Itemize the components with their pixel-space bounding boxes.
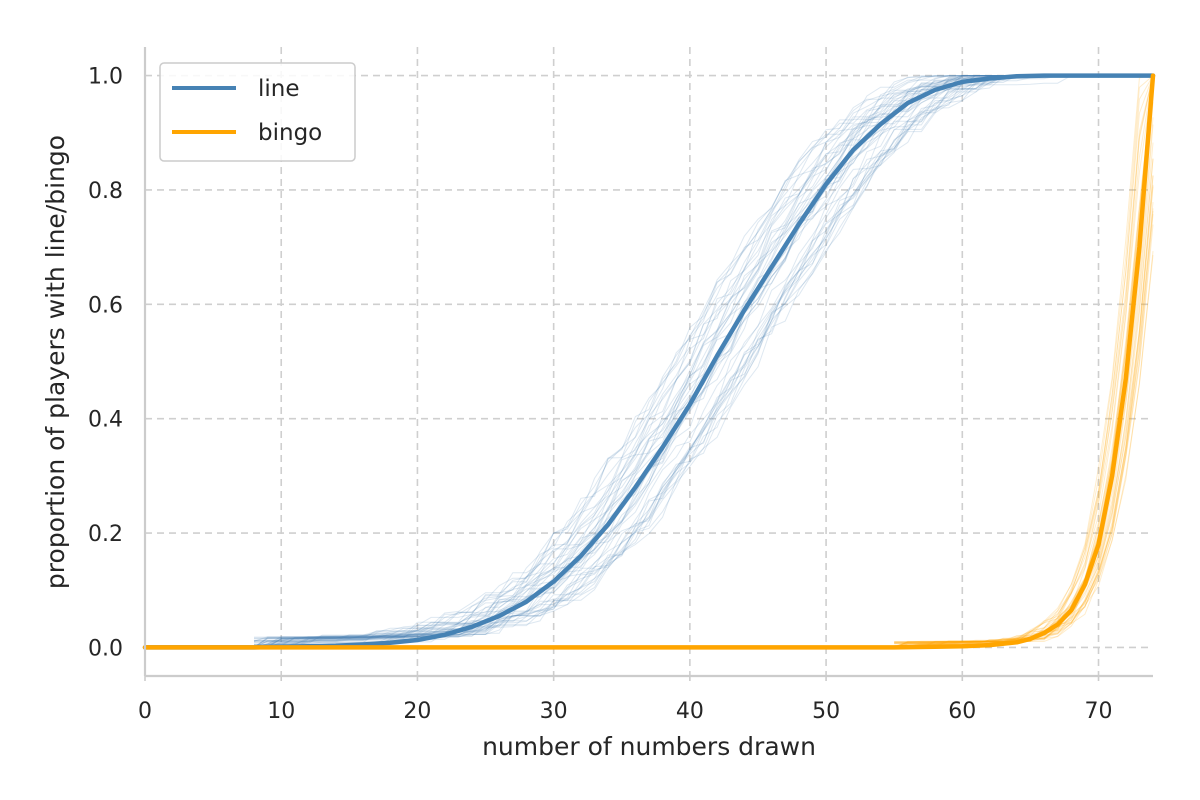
simulation-run-bingo xyxy=(894,75,1154,645)
simulation-run-bingo xyxy=(894,214,1154,643)
tick-labels: 0 10 20 30 40 50 60 70 0.0 0.2 0.4 0.6 0.8 1.0 xyxy=(88,65,1113,724)
simulation-runs xyxy=(253,75,1154,648)
simulation-run-line xyxy=(253,75,1153,642)
y-axis-label: proportion of players with line/bingo xyxy=(41,135,70,589)
simulation-run-bingo xyxy=(894,75,1154,643)
series-line-bingo xyxy=(142,73,1156,650)
legend-entry-line: line xyxy=(258,76,300,102)
simulation-run-line xyxy=(254,75,1153,648)
simulation-run-line xyxy=(254,75,1153,641)
simulation-run-line xyxy=(254,75,1153,643)
simulation-run-line xyxy=(253,75,1153,642)
axes xyxy=(143,47,1153,678)
simulation-run-line xyxy=(254,75,1153,647)
x-tick-label: 70 xyxy=(1085,699,1113,724)
simulation-run-line xyxy=(254,75,1153,641)
y-tick-label: 1.0 xyxy=(88,65,123,90)
simulation-run-bingo xyxy=(894,158,1154,648)
simulation-run-line xyxy=(254,75,1153,648)
simulation-run-bingo xyxy=(894,75,1154,648)
x-tick-label: 10 xyxy=(267,699,295,724)
simulation-run-line xyxy=(254,75,1153,643)
legend: line bingo xyxy=(159,62,356,162)
y-tick-label: 0.2 xyxy=(88,522,123,547)
x-axis-label: number of numbers drawn xyxy=(482,732,816,761)
simulation-run-line xyxy=(254,75,1153,646)
x-tick-label: 50 xyxy=(812,699,840,724)
simulation-run-line xyxy=(254,75,1153,645)
simulation-run-bingo xyxy=(894,90,1154,647)
x-tick-label: 60 xyxy=(948,699,976,724)
series-lines xyxy=(142,73,1156,650)
simulation-run-bingo xyxy=(894,208,1154,643)
series-line-line xyxy=(142,73,1156,650)
y-tick-label: 0.8 xyxy=(88,179,123,204)
simulation-run-bingo xyxy=(894,202,1154,648)
simulation-run-line xyxy=(254,75,1153,647)
y-tick-label: 0.6 xyxy=(88,293,123,318)
simulation-run-bingo xyxy=(894,175,1154,644)
simulation-run-bingo xyxy=(894,75,1154,648)
simulation-run-bingo xyxy=(894,158,1154,644)
y-tick-label: 0.0 xyxy=(88,636,123,661)
x-tick-label: 0 xyxy=(138,699,152,724)
simulation-run-bingo xyxy=(894,210,1154,648)
simulation-run-bingo xyxy=(894,117,1154,648)
simulation-run-line xyxy=(254,75,1153,643)
simulation-run-bingo xyxy=(894,75,1154,648)
simulation-run-bingo xyxy=(894,75,1154,648)
y-tick-label: 0.4 xyxy=(88,408,123,433)
x-tick-label: 20 xyxy=(403,699,431,724)
x-tick-label: 40 xyxy=(676,699,704,724)
simulation-run-line xyxy=(253,75,1153,648)
simulation-run-line xyxy=(254,75,1153,645)
x-tick-label: 30 xyxy=(540,699,568,724)
simulation-run-line xyxy=(254,75,1153,642)
simulation-run-line xyxy=(254,75,1153,646)
simulation-run-bingo xyxy=(894,75,1154,648)
legend-entry-bingo: bingo xyxy=(258,120,322,146)
